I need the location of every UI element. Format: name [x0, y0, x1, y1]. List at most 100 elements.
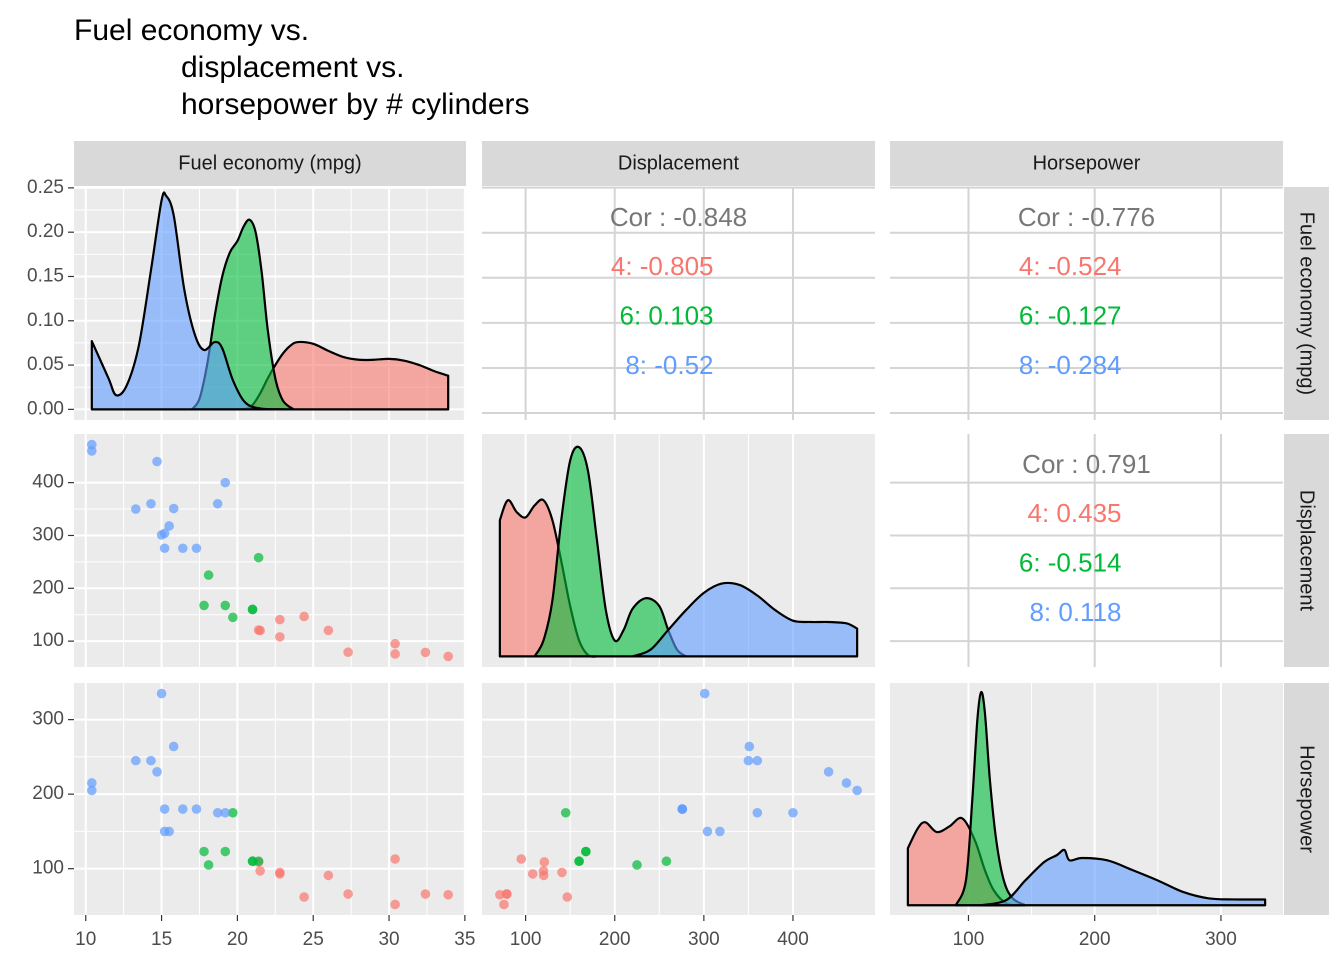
- x-tick-label: 200: [1079, 929, 1111, 950]
- point: [499, 899, 509, 910]
- point: [823, 766, 834, 777]
- group-correlation-label: 4: -0.805: [611, 251, 714, 281]
- title-line: Fuel economy vs.: [74, 14, 309, 47]
- point: [159, 543, 170, 554]
- y-tick-label: 100: [32, 630, 64, 651]
- point: [788, 807, 798, 818]
- point: [390, 649, 400, 659]
- point: [560, 807, 571, 818]
- x-tick-label: 300: [1205, 929, 1237, 950]
- point: [253, 552, 264, 563]
- point: [228, 807, 238, 818]
- point: [220, 846, 231, 857]
- point: [199, 846, 209, 857]
- group-correlation-label: 4: -0.524: [1019, 251, 1122, 281]
- point: [159, 804, 170, 814]
- point: [146, 498, 156, 509]
- point: [146, 755, 156, 766]
- point: [390, 899, 400, 910]
- column-strip: [890, 141, 1283, 186]
- column-strip-label: Fuel economy (mpg): [178, 152, 361, 174]
- x-tick-label: 100: [953, 929, 985, 950]
- panel-background: [482, 187, 875, 420]
- point: [199, 600, 209, 611]
- panel-background: [74, 683, 466, 915]
- point: [275, 632, 285, 642]
- point: [164, 521, 174, 531]
- y-tick-label: 0.10: [27, 310, 64, 331]
- point: [677, 804, 688, 814]
- group-correlation-label: 8: -0.284: [1019, 350, 1122, 380]
- density-area: [631, 581, 859, 658]
- row-strip-label: Fuel economy (mpg): [1296, 212, 1318, 395]
- density-area: [90, 191, 284, 411]
- x-tick-label: 100: [510, 929, 542, 950]
- x-tick-label: 35: [454, 929, 475, 950]
- point: [661, 856, 672, 867]
- point: [557, 867, 567, 878]
- density-area: [954, 690, 1027, 907]
- group-correlation-label: 4: 0.435: [1028, 498, 1122, 528]
- row-strip-label: Displacement: [1296, 490, 1318, 612]
- point: [562, 892, 573, 902]
- point: [323, 625, 334, 636]
- y-tick-label: 0.25: [27, 177, 64, 198]
- point: [516, 854, 527, 864]
- point: [574, 856, 584, 867]
- y-tick-label: 200: [32, 783, 64, 804]
- panel-background: [890, 434, 1283, 667]
- panel: Cor : -0.776 4: -0.524 6: -0.127 8: -0.284: [890, 186, 1283, 420]
- point: [220, 807, 231, 818]
- point: [87, 785, 97, 796]
- panel: [482, 434, 875, 667]
- point: [343, 647, 353, 658]
- point: [87, 778, 97, 788]
- panel: [74, 683, 466, 915]
- point: [178, 543, 188, 554]
- point: [632, 860, 642, 870]
- row-strip: [1284, 683, 1329, 915]
- point: [390, 638, 400, 649]
- point: [87, 446, 97, 456]
- density-area: [533, 445, 688, 658]
- point: [253, 625, 264, 635]
- point: [220, 600, 231, 611]
- group-correlation-label: 6: 0.103: [620, 300, 714, 330]
- point: [420, 647, 431, 658]
- point: [323, 870, 334, 881]
- point: [168, 503, 179, 514]
- point: [841, 778, 852, 788]
- point: [191, 804, 202, 814]
- x-tick-label: 20: [227, 929, 248, 950]
- point: [247, 604, 258, 615]
- point: [299, 611, 309, 622]
- panel: Cor : 0.791 4: 0.435 6: -0.514 8: 0.118: [890, 434, 1283, 667]
- y-tick-label: 0.15: [27, 265, 64, 286]
- correlation-label: Cor : -0.776: [1018, 202, 1155, 232]
- x-tick-label: 30: [378, 929, 399, 950]
- row-strip-label: Horsepower: [1296, 745, 1318, 853]
- point: [744, 741, 755, 752]
- y-tick-label: 100: [32, 858, 64, 879]
- panel: [890, 683, 1283, 915]
- point: [191, 543, 202, 554]
- y-tick-label: 400: [32, 472, 64, 493]
- point: [343, 889, 353, 899]
- point: [752, 755, 763, 766]
- point: [743, 755, 754, 766]
- group-correlation-label: 6: -0.127: [1019, 300, 1122, 330]
- group-correlation-label: 8: -0.52: [625, 350, 713, 380]
- x-tick-label: 300: [688, 929, 720, 950]
- point: [212, 807, 223, 818]
- point: [255, 866, 265, 876]
- point: [212, 498, 223, 509]
- point: [702, 826, 713, 837]
- column-strip-label: Displacement: [618, 152, 740, 174]
- point: [220, 477, 231, 488]
- x-tick-label: 200: [599, 929, 631, 950]
- x-tick-label: 10: [75, 929, 96, 950]
- point: [130, 755, 141, 766]
- column-strip: [482, 141, 875, 186]
- row-strip: [1284, 187, 1329, 420]
